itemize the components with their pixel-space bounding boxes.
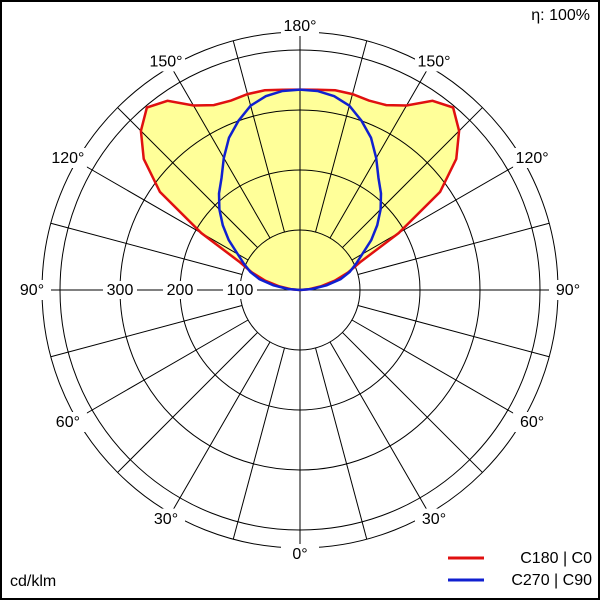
label-bg: [48, 412, 87, 432]
angle-tick-label: 90°: [20, 282, 44, 299]
r-tick-label: 100: [227, 282, 254, 299]
label-bg: [415, 508, 453, 529]
angle-tick-label: 30°: [154, 511, 178, 528]
r-tick-label: 200: [167, 282, 194, 299]
spoke: [315, 347, 368, 540]
angle-tick-label: 180°: [283, 18, 316, 35]
legend-label: C270 | C90: [511, 572, 592, 589]
label-bg: [513, 412, 552, 432]
label-bg: [103, 281, 137, 299]
unit: cd/klm: [10, 573, 56, 590]
spoke: [351, 160, 524, 261]
spoke: [170, 341, 271, 514]
label-bg: [549, 280, 587, 300]
spoke: [232, 40, 285, 233]
label-bg: [415, 51, 453, 72]
label-bg: [281, 16, 319, 36]
label-bg: [13, 280, 51, 300]
legend-label: C180 | C0: [520, 550, 592, 567]
angle-tick-label: 120°: [51, 150, 84, 167]
angle-tick-label: 150°: [417, 54, 450, 71]
angle-tick-label: 120°: [516, 150, 549, 167]
angle-tick-label: 150°: [149, 54, 182, 71]
angle-tick-label: 60°: [520, 414, 544, 431]
label-bg: [223, 281, 257, 299]
angle-tick-label: 30°: [422, 511, 446, 528]
series-line: [299, 88, 383, 292]
label-bg: [147, 508, 185, 529]
spoke: [76, 319, 249, 420]
spoke: [315, 40, 368, 233]
spoke: [342, 332, 483, 473]
spoke: [50, 222, 243, 275]
r-tick-label: 300: [107, 282, 134, 299]
angle-tick-label: 0°: [292, 546, 307, 563]
angle-tick-label: 60°: [56, 414, 80, 431]
label-bg: [513, 148, 552, 168]
spoke: [329, 341, 430, 514]
label-bg: [163, 281, 197, 299]
spoke: [351, 319, 524, 420]
angle-tick-label: 90°: [556, 282, 580, 299]
label-bg: [281, 544, 319, 564]
spoke: [50, 305, 243, 358]
spoke: [170, 66, 271, 239]
efficiency: η: 100%: [531, 7, 590, 24]
spoke: [76, 160, 249, 261]
series-line: [217, 88, 301, 292]
spoke: [357, 305, 550, 358]
label-bg: [48, 148, 87, 168]
label-bg: [147, 51, 185, 72]
spoke: [357, 222, 550, 275]
spoke: [232, 347, 285, 540]
spoke: [329, 66, 430, 239]
spoke: [117, 332, 258, 473]
